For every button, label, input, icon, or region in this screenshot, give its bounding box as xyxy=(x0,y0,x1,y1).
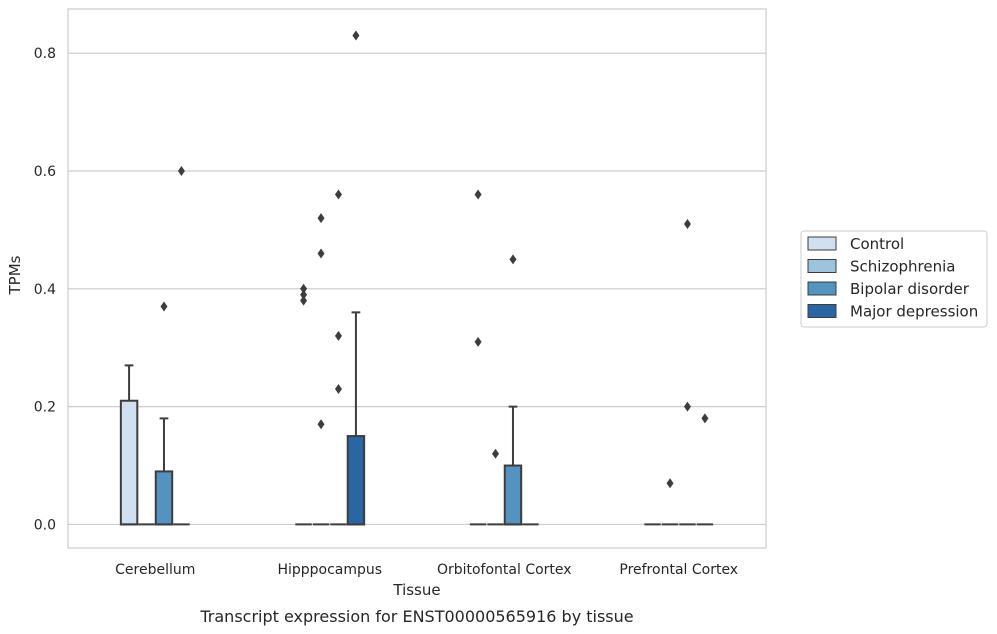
y-tick-label: 0.4 xyxy=(34,282,56,298)
legend-label: Bipolar disorder xyxy=(850,280,970,298)
box-body xyxy=(119,399,139,526)
y-axis-label: TPMs xyxy=(6,255,24,295)
box-bipolar-disorder xyxy=(154,417,174,526)
legend-swatch xyxy=(807,281,837,296)
outlier-point xyxy=(334,189,342,200)
legend-swatch xyxy=(807,304,837,318)
y-tick-label: 0.2 xyxy=(34,400,56,416)
outlier-point xyxy=(474,189,482,200)
outlier-point xyxy=(300,295,308,306)
outlier-point xyxy=(317,248,325,259)
x-axis-label: Tissue xyxy=(392,581,440,599)
outlier-point xyxy=(492,448,500,459)
box-major-depression xyxy=(346,311,366,526)
box-control xyxy=(119,364,139,526)
outlier-point xyxy=(683,219,691,230)
outlier-point xyxy=(317,213,325,224)
x-tick-label: Cerebellum xyxy=(115,562,195,578)
outlier-point xyxy=(683,401,691,412)
legend-frame xyxy=(800,230,988,328)
outlier-point xyxy=(701,413,709,424)
outlier-point xyxy=(666,478,674,489)
outlier-point xyxy=(334,330,342,341)
chart-caption: Transcript expression for ENST0000056591… xyxy=(199,607,633,626)
outlier-point xyxy=(160,301,168,312)
y-tick-label: 0.8 xyxy=(34,46,56,62)
outlier-point xyxy=(300,289,308,300)
legend-label: Control xyxy=(850,235,904,253)
x-tick-label: Hipppocampus xyxy=(277,562,382,578)
y-tick-label: 0.0 xyxy=(34,517,56,533)
plot-area-frame xyxy=(67,8,767,549)
outlier-point xyxy=(509,254,517,265)
outlier-point xyxy=(317,419,325,430)
legend-swatch xyxy=(807,236,837,251)
x-axis-ticks: Cerebellum Hipppocampus Orbitofontal Corte… xyxy=(115,562,738,578)
x-tick-label: Orbitofontal Cortex xyxy=(437,562,572,578)
box-bipolar-disorder xyxy=(503,405,523,526)
outlier-point xyxy=(352,30,360,41)
outlier-point xyxy=(300,283,308,294)
legend-label: Major depression xyxy=(850,303,978,321)
box-body xyxy=(346,435,366,526)
box-layer xyxy=(119,311,714,526)
box-body xyxy=(154,470,174,526)
x-tick-label: Prefrontal Cortex xyxy=(619,562,738,578)
outlier-layer xyxy=(160,30,709,489)
outlier-point xyxy=(334,383,342,394)
box-body xyxy=(503,464,523,526)
legend-swatch xyxy=(807,259,837,273)
legend: Control Schizophrenia Bipolar disorder Majo… xyxy=(800,230,988,328)
y-axis-ticks: 0.0 0.2 0.4 0.6 0.8 xyxy=(34,46,56,533)
y-tick-label: 0.6 xyxy=(34,164,56,180)
legend-label: Schizophrenia xyxy=(850,258,955,276)
outlier-point xyxy=(474,336,482,347)
outlier-point xyxy=(177,165,185,176)
gridlines xyxy=(68,52,766,526)
